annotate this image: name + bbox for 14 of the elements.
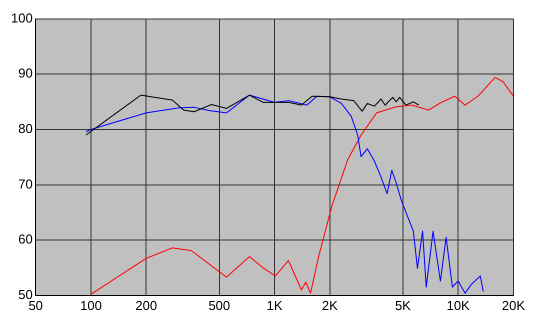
x-tick-label: 20K <box>502 298 526 313</box>
y-tick-label: 60 <box>18 232 33 247</box>
y-tick-label: 80 <box>18 121 33 136</box>
x-tick-label: 200 <box>135 298 158 313</box>
x-tick-label: 100 <box>80 298 102 313</box>
x-tick-label: 2K <box>322 298 338 313</box>
y-tick-label: 70 <box>18 176 33 192</box>
y-tick-label: 100 <box>10 10 33 26</box>
y-tick-label: 90 <box>18 66 33 81</box>
x-tick-label: 500 <box>208 298 230 313</box>
x-tick-label: 5K <box>394 298 412 313</box>
x-tick-label: 1K <box>266 298 283 313</box>
x-tick-label: 10K <box>446 298 470 313</box>
y-tick-label: 50 <box>18 286 33 302</box>
